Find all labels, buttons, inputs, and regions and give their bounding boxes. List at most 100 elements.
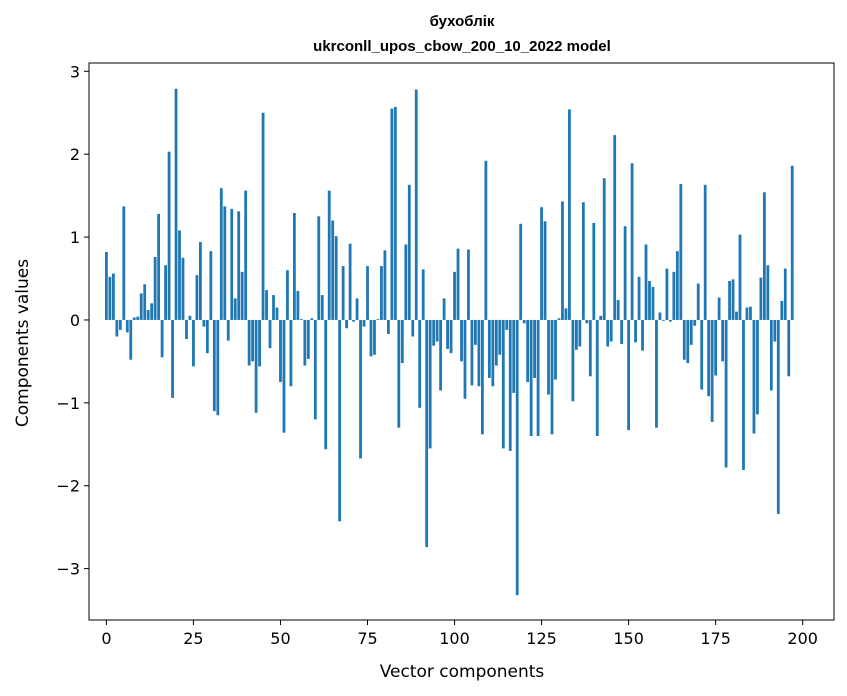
bar: [352, 319, 355, 322]
x-tick-label: 0: [101, 629, 111, 648]
bar: [557, 318, 561, 320]
bar: [568, 109, 571, 320]
bar: [599, 315, 603, 320]
bar: [286, 270, 289, 320]
bar: [397, 319, 401, 428]
bar: [306, 319, 310, 359]
bar: [766, 265, 770, 320]
bar: [348, 243, 352, 320]
bar: [529, 319, 533, 436]
bar: [602, 178, 606, 320]
bar: [341, 266, 345, 320]
bar: [390, 108, 394, 320]
bar: [195, 275, 199, 320]
y-tick-label: −3: [56, 560, 80, 579]
bar: [205, 319, 209, 354]
bar: [254, 319, 258, 413]
bar: [752, 319, 756, 434]
bar: [655, 319, 658, 428]
bar: [700, 319, 704, 390]
bar: [418, 319, 422, 408]
x-tick-label: 50: [270, 629, 290, 648]
bar: [498, 319, 502, 355]
bar: [693, 319, 697, 326]
bar: [592, 222, 596, 320]
bar: [275, 307, 279, 320]
bar: [174, 88, 178, 320]
bar: [400, 319, 404, 364]
bar: [606, 319, 610, 347]
bar: [411, 319, 415, 337]
bar: [355, 298, 359, 320]
bars-group: [105, 88, 794, 596]
bar: [108, 276, 112, 320]
bar: [644, 244, 648, 320]
bar: [662, 319, 665, 321]
bar: [477, 319, 481, 387]
bar: [188, 315, 192, 320]
bar: [533, 319, 536, 378]
bar: [456, 248, 460, 320]
bar: [268, 319, 272, 349]
bar: [240, 271, 244, 320]
bar: [710, 319, 714, 422]
bar: [762, 192, 766, 320]
bar: [780, 300, 784, 320]
bar: [324, 319, 328, 450]
bar: [247, 319, 251, 366]
bar: [491, 319, 495, 387]
bar: [578, 319, 582, 347]
bar: [362, 319, 366, 327]
bar: [515, 319, 519, 596]
bar: [216, 319, 220, 416]
bar: [564, 308, 568, 320]
bar: [481, 319, 484, 435]
bar: [132, 317, 136, 320]
bar: [317, 216, 321, 320]
bar: [637, 276, 641, 320]
bar: [393, 106, 397, 320]
bar: [554, 319, 557, 380]
bar: [703, 184, 707, 320]
bar: [519, 223, 523, 320]
bar: [404, 244, 408, 320]
x-tick-label: 75: [357, 629, 377, 648]
bar: [686, 319, 690, 364]
y-tick-label: −1: [56, 394, 80, 413]
bar: [682, 319, 686, 360]
y-tick-label: 2: [70, 145, 80, 164]
bar: [714, 319, 718, 376]
bar: [258, 319, 261, 367]
bar: [668, 319, 672, 322]
bar: [561, 201, 564, 320]
bar: [338, 319, 342, 522]
bar: [536, 319, 540, 436]
x-axis-label: Vector components: [380, 662, 545, 682]
bar: [616, 300, 620, 320]
bar: [439, 319, 443, 391]
bar: [467, 249, 470, 320]
bar: [219, 188, 223, 320]
x-tick-label: 25: [183, 629, 203, 648]
bar: [623, 226, 627, 320]
bar: [167, 151, 171, 320]
bar: [470, 319, 474, 386]
bar: [543, 221, 547, 320]
bar: [550, 319, 554, 435]
bar: [129, 319, 133, 360]
bar: [634, 319, 637, 343]
x-axis: 0 25 50 75 100 125 150 175 200: [101, 620, 818, 648]
y-tick-label: 1: [70, 228, 80, 247]
x-tick-label: 200: [787, 629, 818, 648]
bar: [146, 310, 150, 320]
bar: [508, 319, 512, 451]
bar: [735, 311, 738, 320]
bar: [125, 319, 129, 333]
bar: [505, 319, 509, 330]
bar: [526, 319, 530, 383]
bar: [759, 277, 763, 320]
bar: [630, 163, 634, 320]
bar: [150, 303, 154, 320]
bar: [696, 283, 700, 320]
